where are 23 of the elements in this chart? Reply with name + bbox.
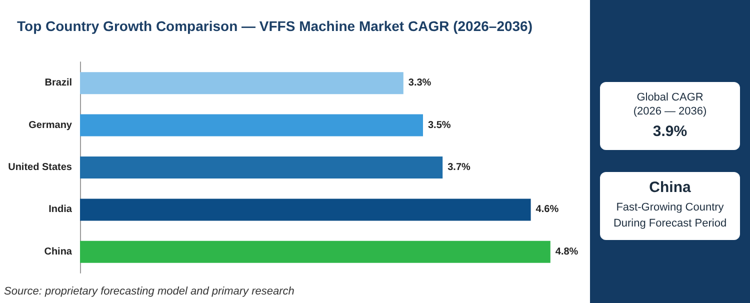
y-tick-label: United States bbox=[8, 162, 72, 173]
data-label: 3.5% bbox=[428, 120, 451, 131]
y-tick-label: China bbox=[44, 246, 72, 258]
bar bbox=[80, 72, 404, 94]
text: During Forecast Period bbox=[613, 218, 727, 230]
chart-title: Top Country Growth Comparison — VFFS Machine Market CAGR (2026–2036) bbox=[17, 18, 532, 34]
y-tick-label: Brazil bbox=[44, 78, 72, 89]
y-tick-label: India bbox=[48, 204, 72, 216]
text: Global CAGR bbox=[636, 92, 704, 104]
text: (2026 — 2036) bbox=[633, 106, 707, 118]
text: 3.9% bbox=[652, 123, 688, 140]
y-tick-label: Germany bbox=[28, 120, 72, 131]
data-label: 4.6% bbox=[536, 204, 559, 216]
source-note: Source: proprietary forecasting model and primary research bbox=[4, 286, 294, 298]
bar bbox=[80, 240, 550, 263]
data-label: 3.7% bbox=[448, 162, 470, 173]
bar bbox=[80, 198, 531, 221]
text: China bbox=[649, 179, 692, 196]
data-label: 3.3% bbox=[408, 78, 432, 89]
text: Fast-Growing Country bbox=[616, 202, 724, 214]
bar bbox=[80, 156, 443, 178]
data-label: 4.8% bbox=[555, 246, 578, 258]
bar bbox=[80, 114, 423, 136]
